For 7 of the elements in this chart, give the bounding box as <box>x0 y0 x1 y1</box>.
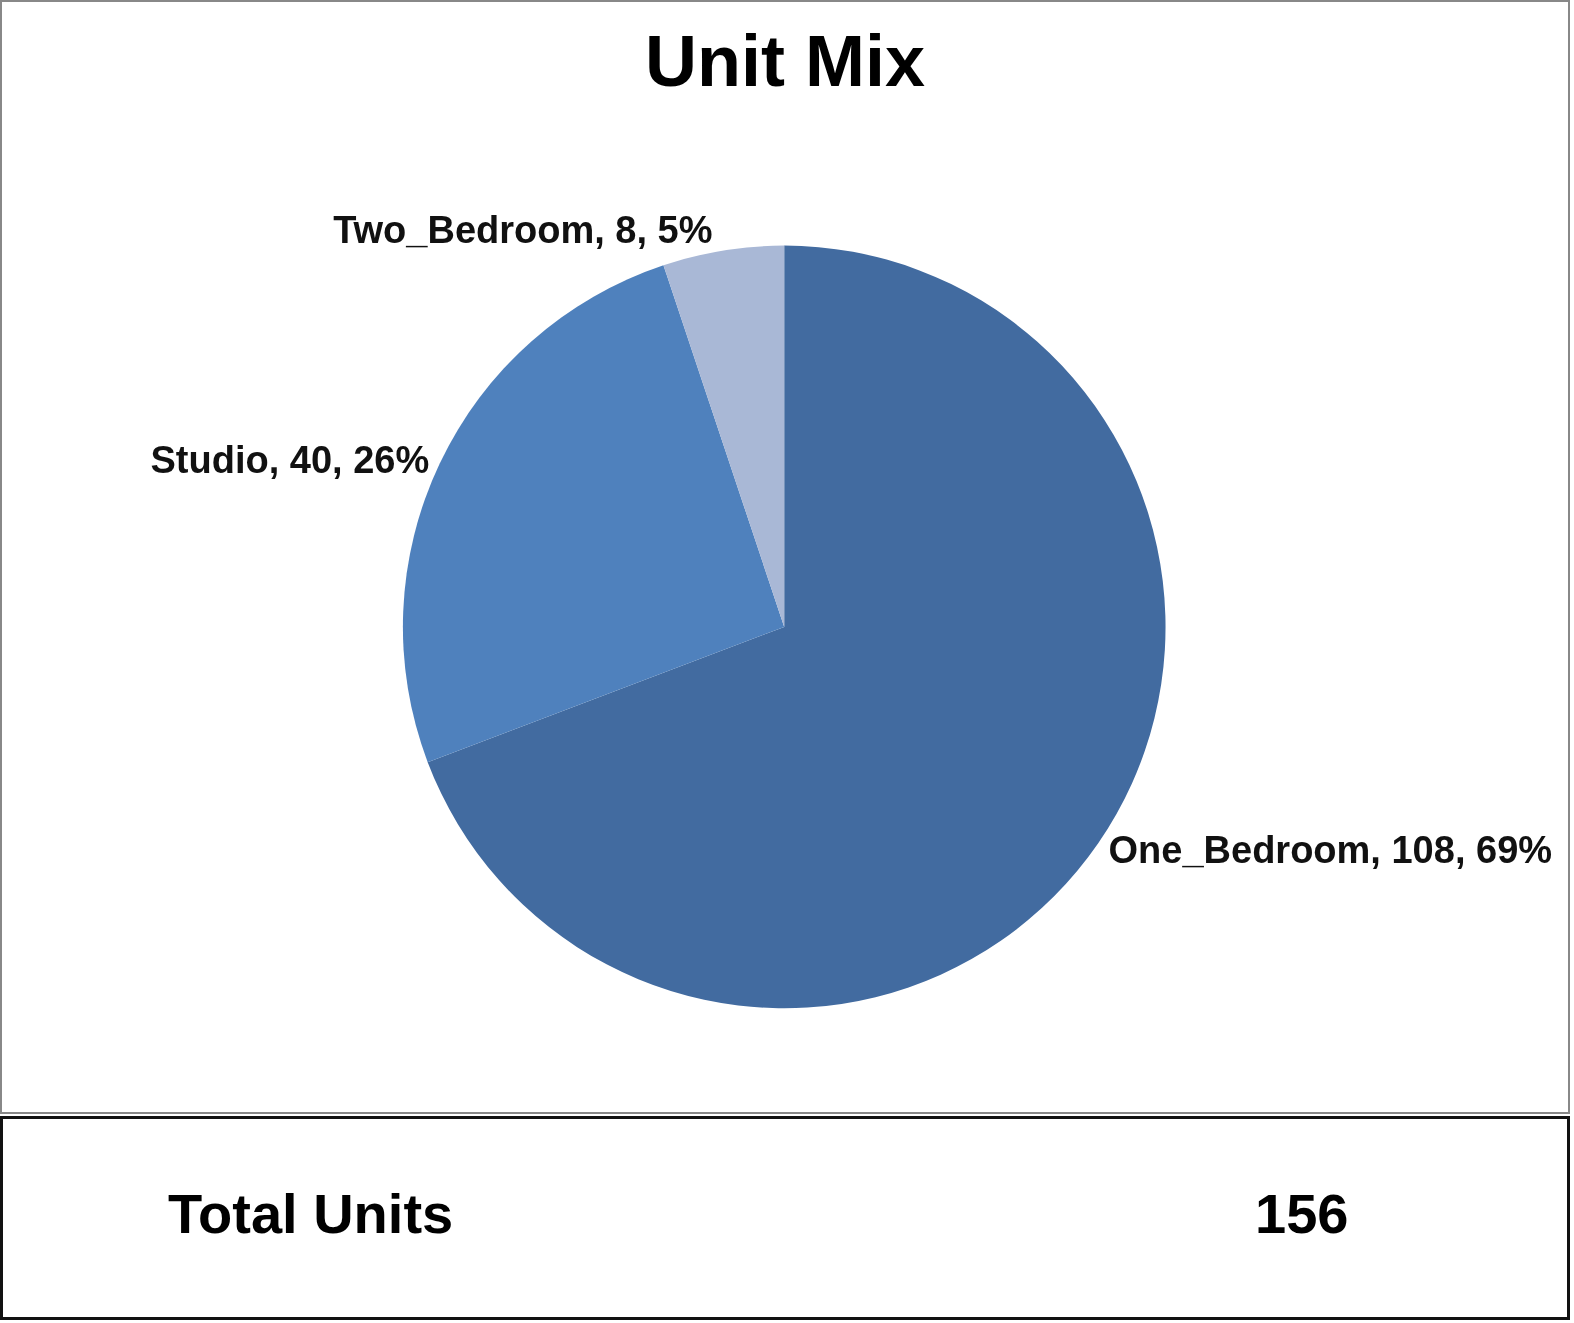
slice-label: One_Bedroom, 108, 69% <box>1108 829 1553 872</box>
text: Total Units <box>168 1181 454 1246</box>
chart-title: Unit Mix <box>645 20 925 101</box>
text: 156 <box>1255 1181 1349 1246</box>
pie-slice <box>663 245 785 627</box>
slice-label: Studio, 40, 26% <box>150 438 430 481</box>
slice-label: Two_Bedroom, 8, 5% <box>333 209 713 252</box>
